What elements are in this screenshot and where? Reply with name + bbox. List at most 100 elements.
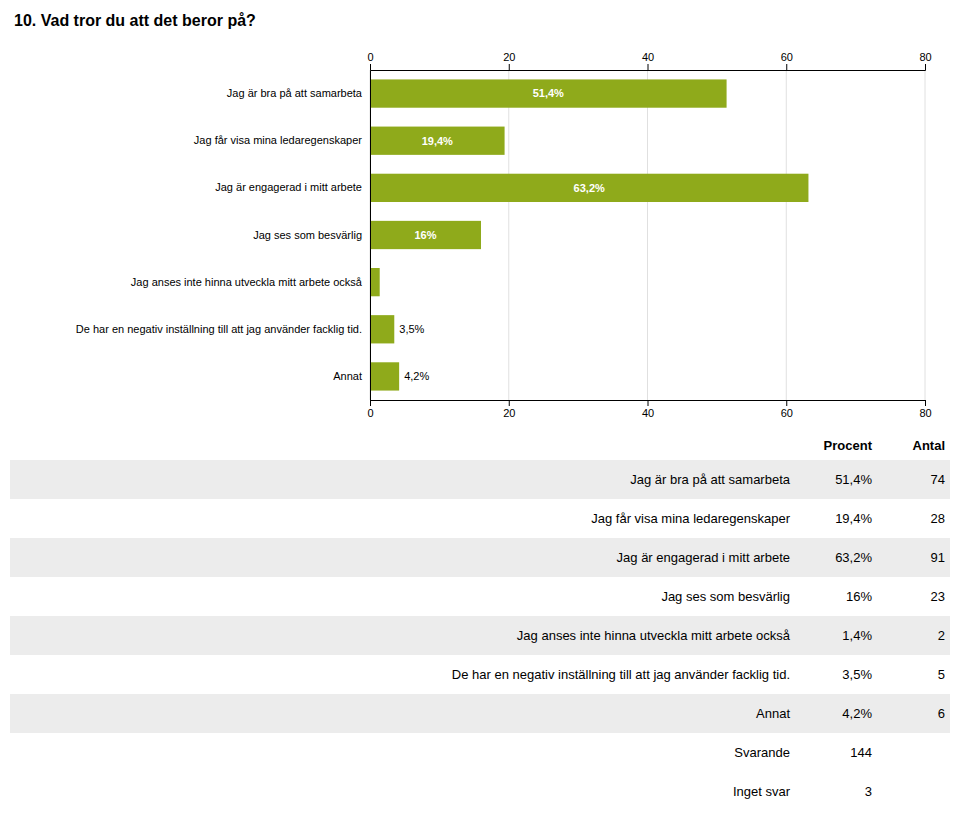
chart-root: 10. Vad tror du att det beror på?0204060…	[0, 0, 960, 827]
tick-mark	[370, 400, 371, 406]
table-cell: 1,4%	[842, 628, 872, 643]
table: ProcentAntalJag är bra på att samarbeta5…	[10, 438, 950, 811]
axis-line	[371, 64, 926, 71]
title: 10. Vad tror du att det beror på?	[14, 12, 256, 29]
tick-mark	[786, 400, 787, 406]
x-bottom-axis: 0 20 40 60 80	[367, 400, 931, 419]
bar	[370, 221, 481, 249]
x-top-axis: 0 20 40 60 80	[367, 51, 931, 71]
tick: 40	[642, 400, 654, 419]
tick: Jag ses som besvärlig	[253, 229, 362, 241]
table-row-bg	[10, 694, 950, 733]
table-cell: 5	[938, 667, 945, 682]
tick-label: 60	[781, 407, 793, 419]
data-label: 16%	[414, 229, 436, 241]
tick-mark	[370, 64, 371, 70]
tick: 40	[642, 51, 654, 70]
table-row-bg	[10, 460, 950, 499]
tick: Jag får visa mina ledaregenskaper	[194, 134, 362, 146]
table-cell: 16%	[846, 589, 872, 604]
table-cell: 2	[938, 628, 945, 643]
table-cell: 51,4%	[835, 472, 872, 487]
data-labels: 51,4%19,4%63,2%16%3,5%4,2%	[399, 87, 605, 382]
table-cell: Inget svar	[733, 784, 791, 799]
tick-label: 0	[367, 51, 373, 63]
data-label: 51,4%	[533, 87, 564, 99]
axis-line	[370, 71, 371, 401]
bar	[370, 362, 399, 390]
tick-mark	[509, 64, 510, 70]
table-cell: Jag får visa mina ledaregenskaper	[591, 511, 790, 526]
tick: 20	[503, 51, 515, 70]
data-label: 63,2%	[574, 182, 605, 194]
tick-label: Jag är engagerad i mitt arbete	[215, 181, 362, 193]
tick-mark	[925, 400, 926, 406]
table-cell: Annat	[756, 706, 790, 721]
tick-label: Jag ses som besvärlig	[253, 229, 362, 241]
table-cell: 23	[931, 589, 945, 604]
data-label: 4,2%	[404, 370, 429, 382]
tick-mark	[648, 400, 649, 406]
tick: Annat	[333, 370, 362, 382]
table-cell: 74	[931, 472, 945, 487]
tick: Jag anses inte hinna utveckla mitt arbet…	[131, 276, 363, 288]
tick-label: Annat	[333, 370, 362, 382]
table-cell: Svarande	[734, 745, 790, 760]
tick: 60	[781, 400, 793, 419]
tick-label: 20	[503, 51, 515, 63]
table-cell: 19,4%	[835, 511, 872, 526]
tick-label: 0	[367, 407, 373, 419]
tick-label: De har en negativ inställning till att j…	[76, 323, 362, 335]
table-cell: De har en negativ inställning till att j…	[452, 667, 790, 682]
table-cell: 144	[850, 745, 872, 760]
table-cell: 6	[938, 706, 945, 721]
table-header: Procent	[824, 438, 873, 453]
tick: Jag är engagerad i mitt arbete	[215, 181, 362, 193]
tick: 0	[367, 400, 373, 419]
data-label: 19,4%	[422, 135, 453, 147]
tick-mark	[648, 64, 649, 70]
tick-label: 80	[919, 51, 931, 63]
tick: 80	[919, 51, 931, 70]
grid-line	[925, 70, 926, 400]
tick-label: 80	[919, 407, 931, 419]
table-cell: 3	[865, 784, 872, 799]
bars	[370, 79, 808, 390]
grid-line	[508, 70, 509, 400]
bar	[370, 127, 505, 155]
table-row-bg	[10, 655, 950, 694]
grid-line	[647, 70, 648, 400]
tick-mark	[925, 64, 926, 70]
table-row-bg	[10, 577, 950, 616]
tick: Jag är bra på att samarbeta	[227, 87, 363, 99]
table-cell: 63,2%	[835, 550, 872, 565]
grid	[370, 70, 925, 400]
tick-label: 40	[642, 407, 654, 419]
tick-label: 60	[781, 51, 793, 63]
axis-line	[371, 401, 926, 407]
grid-line	[370, 70, 371, 400]
table-row-bg	[10, 733, 950, 772]
tick-mark	[786, 64, 787, 70]
table-row-bg	[10, 772, 950, 811]
table-cell: 4,2%	[842, 706, 872, 721]
bar	[370, 79, 727, 107]
table-row-bg	[10, 616, 950, 655]
tick-label: 20	[503, 407, 515, 419]
table-cell: 91	[931, 550, 945, 565]
tick: 0	[367, 51, 373, 70]
tick-label: 40	[642, 51, 654, 63]
y-axis: Jag är bra på att samarbeta Jag får visa …	[76, 71, 371, 401]
table-cell: 3,5%	[842, 667, 872, 682]
tick-label: Jag anses inte hinna utveckla mitt arbet…	[131, 276, 363, 288]
table-cell: 28	[931, 511, 945, 526]
bar	[370, 174, 808, 202]
plot: 0 20 40 60 80 0 20 40 60 80 Jag är bra på att sama…	[76, 51, 932, 419]
table-cell: Jag ses som besvärlig	[661, 589, 790, 604]
tick: 80	[919, 400, 931, 419]
table-row-bg	[10, 538, 950, 577]
table-header: Antal	[913, 438, 946, 453]
tick-label: Jag får visa mina ledaregenskaper	[194, 134, 362, 146]
bar	[370, 268, 380, 296]
tick: De har en negativ inställning till att j…	[76, 323, 362, 335]
